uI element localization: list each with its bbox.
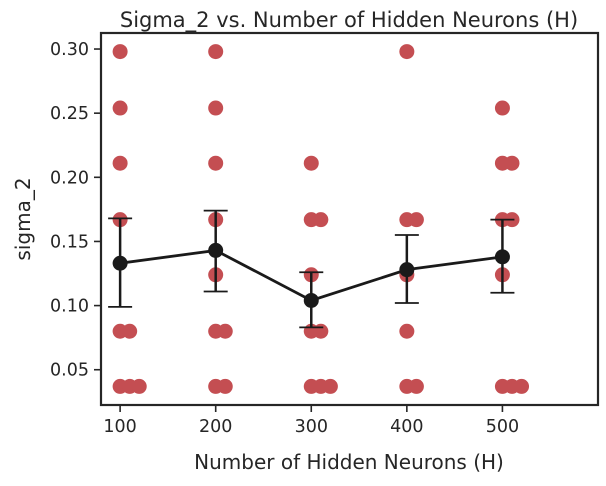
mean-point [399, 262, 415, 278]
x-tick-label: 400 [390, 417, 423, 437]
x-axis-label: Number of Hidden Neurons (H) [194, 450, 504, 474]
mean-point [208, 242, 224, 258]
data-point [303, 155, 319, 171]
data-point [112, 44, 128, 60]
x-tick-label: 500 [486, 417, 519, 437]
data-point [494, 100, 510, 116]
data-point [217, 378, 233, 394]
axis-ticks: 100 200 300 400 500 0.05 0.10 0.15 0.20 0.25 0.30 [50, 40, 519, 437]
data-point [399, 44, 415, 60]
data-point [408, 378, 424, 394]
data-point [217, 323, 233, 339]
data-point [399, 323, 415, 339]
mean-point [303, 292, 319, 308]
plot-frame [99, 31, 600, 407]
data-point [131, 378, 147, 394]
y-tick-label: 0.30 [50, 40, 89, 60]
data-point [208, 100, 224, 116]
x-tick-label: 100 [103, 417, 136, 437]
mean-line-layer [108, 209, 515, 329]
data-point [112, 155, 128, 171]
mean-point [494, 249, 510, 265]
y-tick-label: 0.10 [50, 297, 89, 317]
y-tick-label: 0.20 [50, 168, 89, 188]
data-point [322, 378, 338, 394]
data-point [112, 100, 128, 116]
x-tick-label: 300 [295, 417, 328, 437]
mean-point [112, 255, 128, 271]
chart-title: Sigma_2 vs. Number of Hidden Neurons (H) [120, 8, 578, 33]
data-point [313, 212, 329, 228]
x-tick-label: 200 [199, 417, 232, 437]
y-tick-label: 0.15 [50, 232, 89, 252]
data-point [313, 323, 329, 339]
data-point [514, 378, 530, 394]
data-point [208, 44, 224, 60]
data-point [504, 155, 520, 171]
data-point [122, 323, 138, 339]
y-axis-label: sigma_2 [11, 177, 35, 260]
data-point [408, 212, 424, 228]
y-tick-label: 0.05 [50, 361, 89, 381]
data-point [208, 155, 224, 171]
y-tick-label: 0.25 [50, 104, 89, 124]
